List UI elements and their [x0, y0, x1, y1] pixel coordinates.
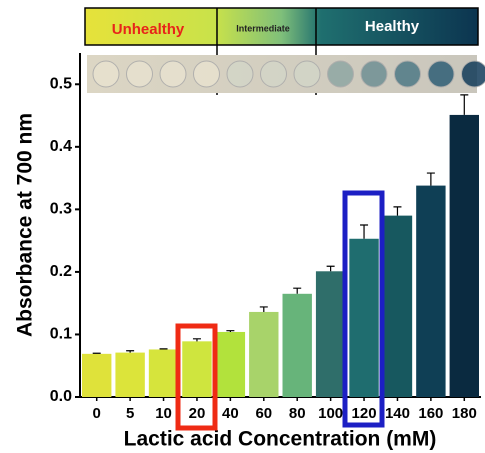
band-label: Intermediate: [236, 23, 290, 33]
bar: [383, 216, 412, 397]
x-tick-label: 10: [155, 405, 172, 422]
well: [462, 61, 485, 87]
well: [395, 61, 421, 87]
x-tick-label: 140: [385, 405, 410, 422]
y-tick-label: 0.1: [50, 326, 72, 343]
x-tick-label: 40: [222, 405, 239, 422]
x-tick-label: 180: [452, 405, 477, 422]
well: [160, 61, 186, 87]
well: [361, 61, 387, 87]
y-tick-label: 0.4: [50, 138, 72, 155]
x-tick-label: 60: [255, 405, 272, 422]
y-axis-title: Absorbance at 700 nm: [14, 113, 37, 337]
bar: [349, 239, 378, 397]
bar: [149, 349, 178, 397]
well: [93, 61, 119, 87]
error-bar: [193, 339, 201, 342]
band-label: Unhealthy: [112, 21, 185, 38]
error-bar: [260, 307, 268, 312]
bar: [283, 294, 312, 397]
bar: [115, 353, 144, 397]
well: [428, 61, 454, 87]
x-tick-label: 80: [289, 405, 306, 422]
plot: 0.0 0.1 0.2 0.3 0.4 0.5 0 5 10 20 40 60 80 100 120 140 1…: [50, 53, 481, 422]
y-tick-label: 0.0: [50, 388, 72, 405]
bar: [450, 115, 479, 397]
error-bar: [460, 95, 468, 115]
band-label: Healthy: [365, 18, 420, 35]
bar: [182, 341, 211, 397]
error-bar: [393, 207, 401, 216]
error-bar: [327, 266, 335, 271]
error-bar: [360, 225, 368, 239]
x-tick-label: 20: [189, 405, 206, 422]
error-bar: [160, 349, 168, 350]
bar: [316, 271, 345, 397]
x-axis-title: Lactic acid Concentration (mM): [124, 428, 437, 451]
well: [127, 61, 153, 87]
chart: Unhealthy Intermediate Healthy Absorbanc…: [0, 0, 485, 453]
error-bar: [126, 351, 134, 353]
x-tick-label: 100: [318, 405, 343, 422]
x-tick-label: 0: [93, 405, 101, 422]
well: [194, 61, 220, 87]
bar: [82, 354, 111, 397]
bar: [416, 186, 445, 397]
error-bar: [293, 288, 301, 294]
x-tick-label: 5: [126, 405, 134, 422]
well: [328, 61, 354, 87]
y-tick-label: 0.5: [50, 75, 72, 92]
well: [294, 61, 320, 87]
error-bar: [93, 353, 101, 354]
well: [261, 61, 287, 87]
error-bar: [427, 173, 435, 186]
error-bar: [226, 331, 234, 332]
bar: [249, 312, 278, 397]
y-tick-label: 0.3: [50, 201, 72, 218]
x-tick-label: 120: [352, 405, 377, 422]
y-tick-label: 0.2: [50, 263, 72, 280]
bar: [216, 332, 245, 397]
x-tick-label: 160: [418, 405, 443, 422]
well: [227, 61, 253, 87]
